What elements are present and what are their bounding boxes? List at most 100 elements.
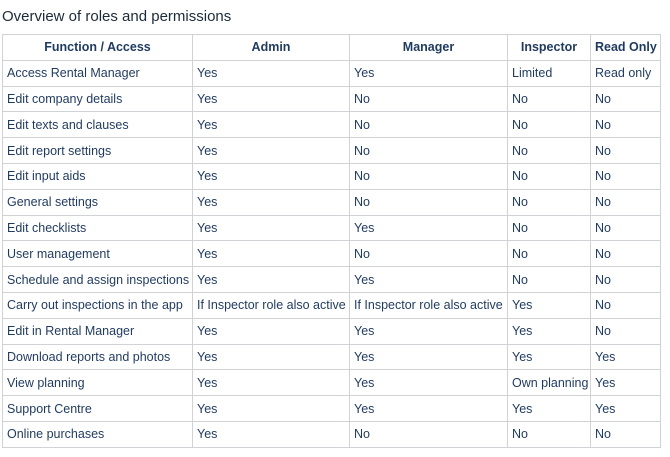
- permissions-table: Function / Access Admin Manager Inspector Re…: [2, 34, 661, 448]
- table-row: View planning Yes Yes Own planning Yes: [2, 369, 661, 397]
- permission-cell: No: [507, 266, 591, 293]
- table-row: Download reports and photos Yes Yes Yes Yes: [2, 343, 661, 371]
- table-row: Edit checklists Yes Yes No No: [2, 214, 661, 242]
- function-cell: Carry out inspections in the app: [2, 291, 193, 319]
- permission-cell: No: [507, 240, 591, 268]
- permission-cell: No: [590, 111, 661, 139]
- table-row: General settings Yes No No No: [2, 188, 661, 216]
- function-cell: Schedule and assign inspections: [2, 266, 193, 293]
- permission-cell: Yes: [192, 162, 350, 190]
- permission-cell: Own planning: [507, 369, 591, 397]
- permission-cell: No: [590, 137, 661, 164]
- permission-cell: No: [590, 85, 661, 113]
- permission-cell: Yes: [192, 188, 350, 216]
- permission-cell: Yes: [192, 240, 350, 268]
- permission-cell: No: [507, 111, 591, 139]
- permission-cell: No: [507, 162, 591, 190]
- permission-cell: No: [590, 317, 661, 345]
- permission-cell: Yes: [590, 395, 661, 422]
- permission-cell: No: [349, 137, 508, 164]
- permission-cell: Yes: [349, 59, 508, 87]
- permission-cell: No: [349, 188, 508, 216]
- title: Overview of roles and permissions: [2, 8, 232, 25]
- permission-cell: Yes: [349, 266, 508, 293]
- permission-cell: Yes: [349, 395, 508, 422]
- permission-cell: Yes: [349, 214, 508, 242]
- permission-cell: No: [349, 240, 508, 268]
- permission-cell: Yes: [507, 291, 591, 319]
- table-row: Edit texts and clauses Yes No No No: [2, 111, 661, 139]
- permission-cell: No: [590, 214, 661, 242]
- permission-cell: Yes: [192, 266, 350, 293]
- function-cell: Edit input aids: [2, 162, 193, 190]
- permission-cell: No: [590, 188, 661, 216]
- permission-cell: If Inspector role also active: [192, 291, 350, 319]
- permission-cell: Yes: [590, 343, 661, 371]
- function-cell: Online purchases: [2, 420, 193, 448]
- header-row: Function / Access Admin Manager Inspector Re…: [2, 34, 661, 61]
- header-cell: Read Only: [590, 34, 661, 61]
- permission-cell: No: [507, 137, 591, 164]
- header-cell: Admin: [192, 34, 350, 61]
- table-row: Edit input aids Yes No No No: [2, 162, 661, 190]
- permission-cell: If Inspector role also active: [349, 291, 508, 319]
- table-row: Access Rental Manager Yes Yes Limited Read o…: [2, 59, 661, 87]
- table-body: Access Rental Manager Yes Yes Limited Read o…: [2, 59, 661, 448]
- permission-cell: No: [590, 420, 661, 448]
- function-cell: Edit in Rental Manager: [2, 317, 193, 345]
- permission-cell: Yes: [349, 317, 508, 345]
- function-cell: User management: [2, 240, 193, 268]
- function-cell: General settings: [2, 188, 193, 216]
- permission-cell: Read only: [590, 59, 661, 87]
- header-cell: Manager: [349, 34, 508, 61]
- function-cell: Support Centre: [2, 395, 193, 422]
- permission-cell: Yes: [192, 85, 350, 113]
- function-cell: Edit report settings: [2, 137, 193, 164]
- function-cell: View planning: [2, 369, 193, 397]
- permission-cell: Yes: [349, 369, 508, 397]
- permission-cell: No: [590, 240, 661, 268]
- table-row: Carry out inspections in the app If Inspe…: [2, 291, 661, 319]
- permission-cell: No: [349, 162, 508, 190]
- function-cell: Edit company details: [2, 85, 193, 113]
- permission-cell: No: [349, 111, 508, 139]
- permission-cell: Yes: [192, 420, 350, 448]
- table-row: Schedule and assign inspections Yes Yes No N…: [2, 266, 661, 293]
- permission-cell: Yes: [192, 137, 350, 164]
- table-row: Support Centre Yes Yes Yes Yes: [2, 395, 661, 422]
- table-row: Edit company details Yes No No No: [2, 85, 661, 113]
- function-cell: Download reports and photos: [2, 343, 193, 371]
- permission-cell: Yes: [590, 369, 661, 397]
- permission-cell: Yes: [192, 214, 350, 242]
- permission-cell: No: [349, 85, 508, 113]
- permission-cell: Yes: [507, 317, 591, 345]
- permission-cell: Yes: [507, 395, 591, 422]
- permission-cell: Yes: [192, 343, 350, 371]
- permission-cell: No: [590, 266, 661, 293]
- header-cell: Inspector: [507, 34, 591, 61]
- permission-cell: No: [507, 85, 591, 113]
- permission-cell: Yes: [192, 111, 350, 139]
- permission-cell: Yes: [192, 395, 350, 422]
- permission-cell: Limited: [507, 59, 591, 87]
- permission-cell: No: [349, 420, 508, 448]
- header-cell: Function / Access: [2, 34, 193, 61]
- permission-cell: Yes: [349, 343, 508, 371]
- permission-cell: Yes: [192, 317, 350, 345]
- permission-cell: Yes: [192, 59, 350, 87]
- function-cell: Access Rental Manager: [2, 59, 193, 87]
- permission-cell: No: [507, 188, 591, 216]
- permission-cell: No: [590, 291, 661, 319]
- function-cell: Edit texts and clauses: [2, 111, 193, 139]
- permission-cell: Yes: [192, 369, 350, 397]
- table-row: Edit in Rental Manager Yes Yes Yes No: [2, 317, 661, 345]
- function-cell: Edit checklists: [2, 214, 193, 242]
- table-row: Edit report settings Yes No No No: [2, 137, 661, 164]
- permission-cell: No: [507, 214, 591, 242]
- permission-cell: No: [590, 162, 661, 190]
- permission-cell: No: [507, 420, 591, 448]
- table-row: Online purchases Yes No No No: [2, 420, 661, 448]
- permission-cell: Yes: [507, 343, 591, 371]
- table-row: User management Yes No No No: [2, 240, 661, 268]
